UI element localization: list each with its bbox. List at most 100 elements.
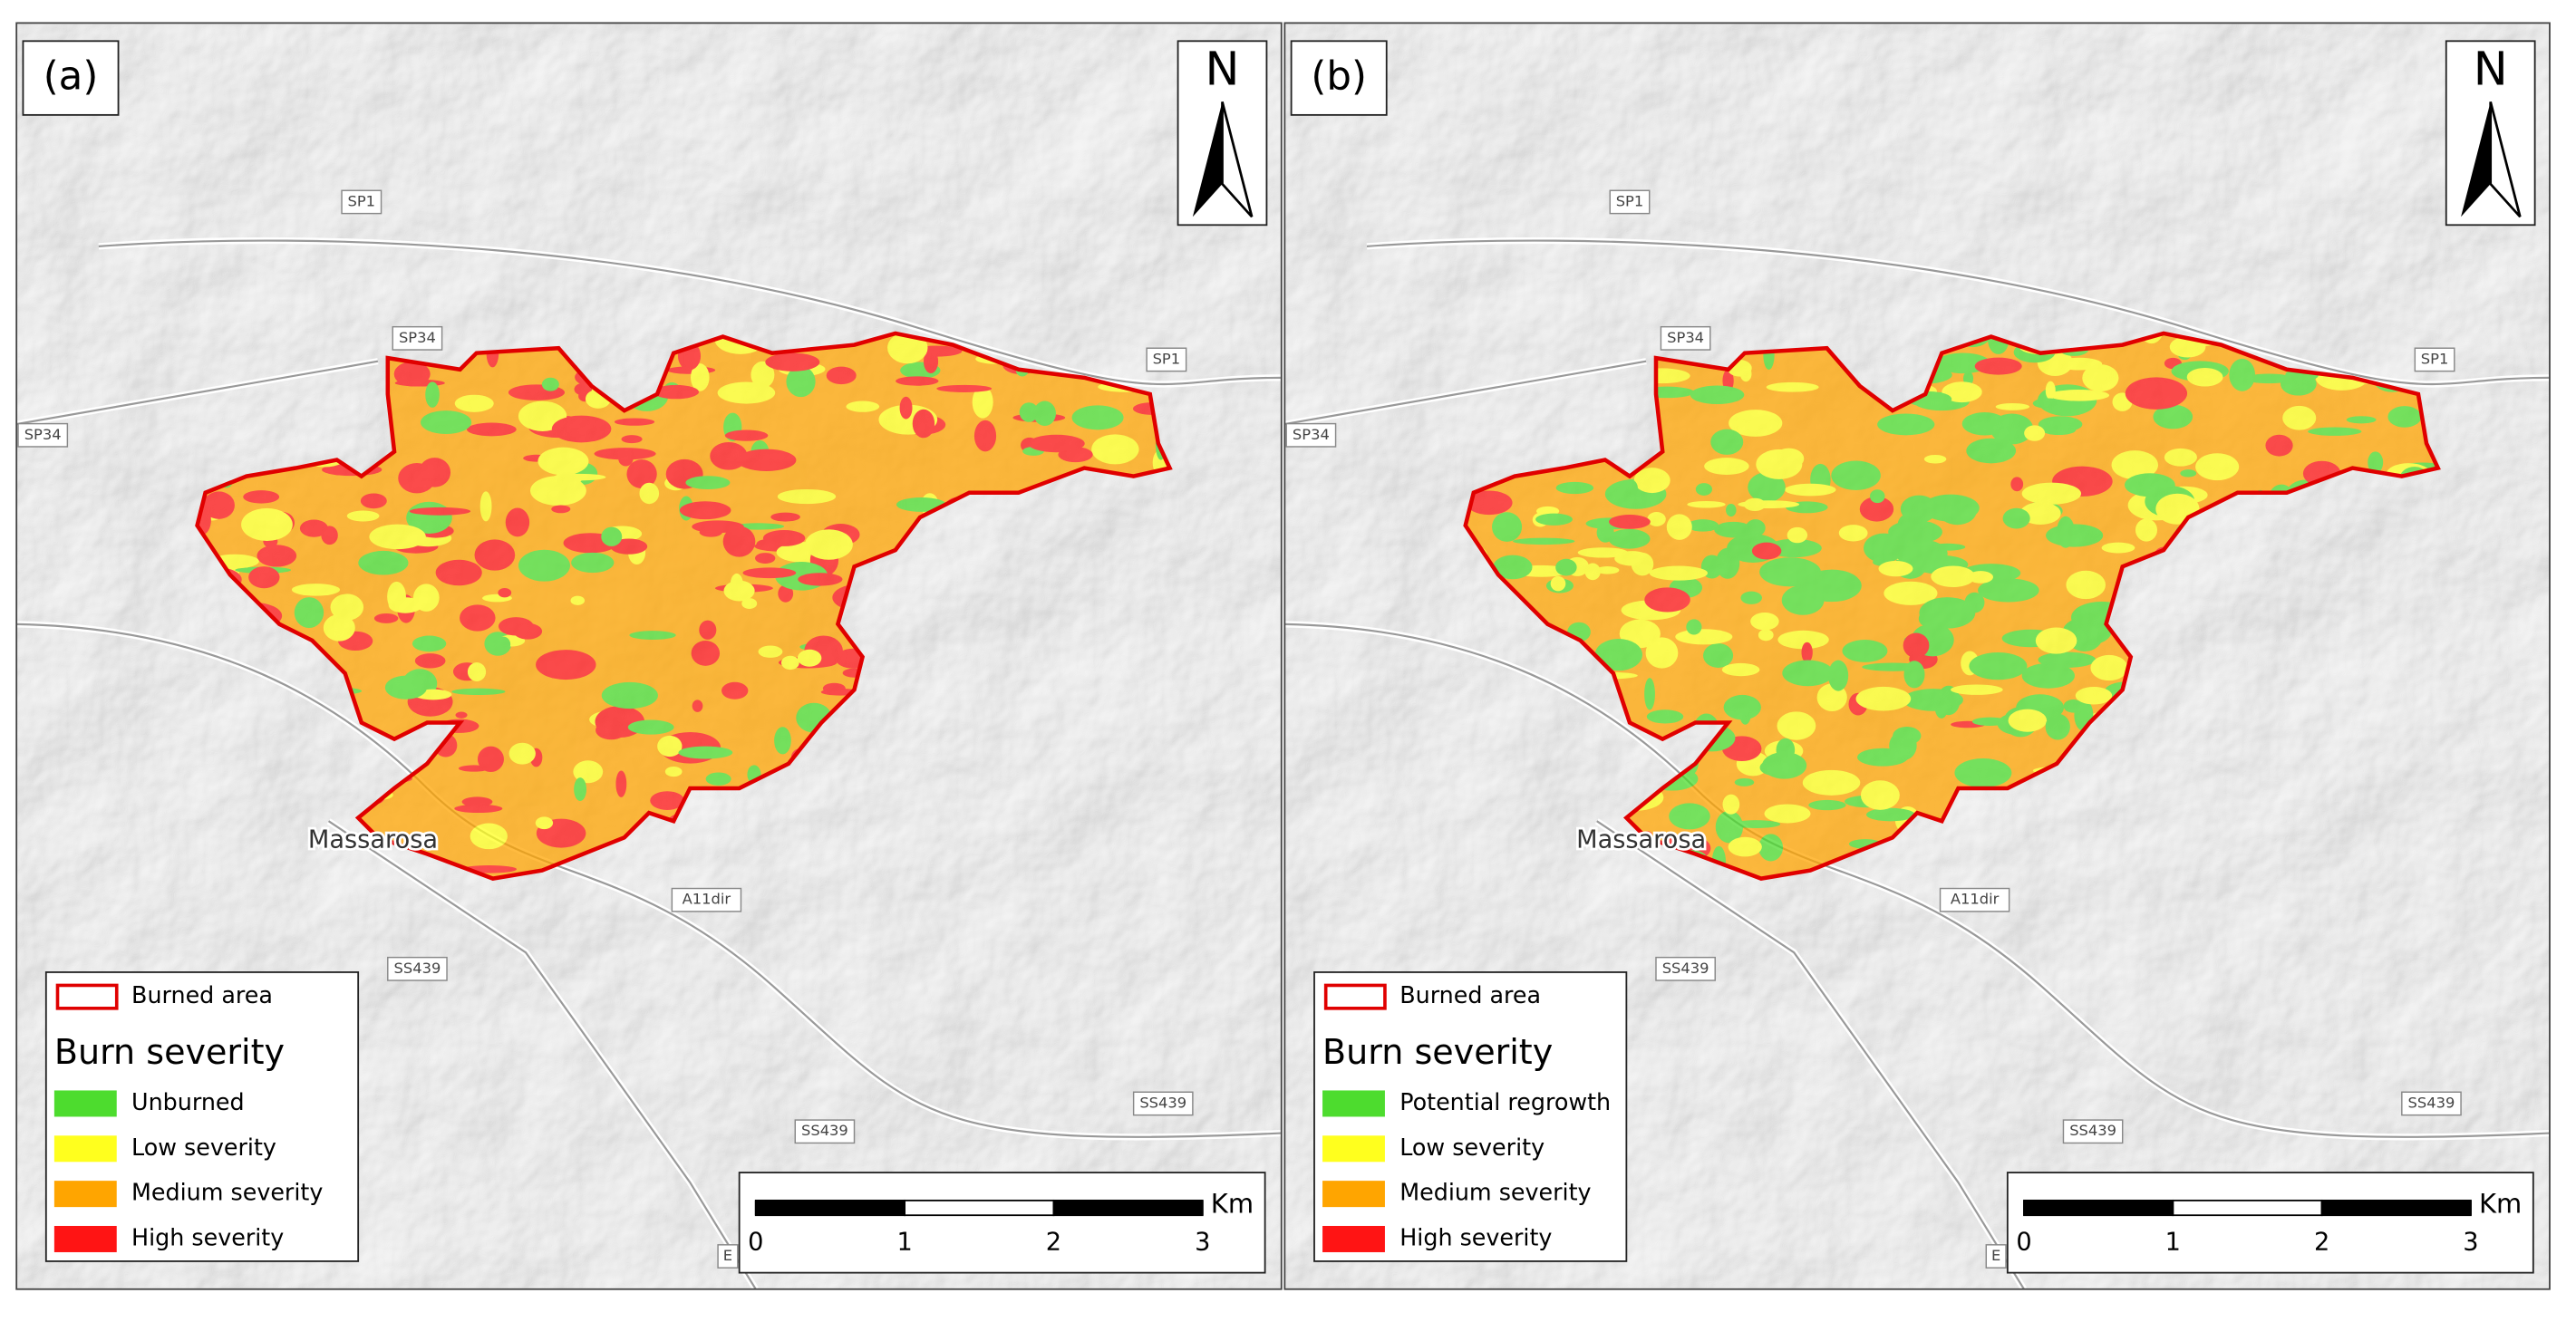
scale-box: [738, 1172, 1266, 1274]
burn-patch: [1731, 820, 1781, 829]
burn-patch: [414, 653, 446, 669]
burn-patch: [1687, 519, 1719, 532]
burn-patch: [678, 746, 733, 759]
burn-patch: [1687, 500, 1726, 508]
burn-patch: [467, 422, 517, 437]
burn-patch: [1493, 555, 1533, 580]
burn-patch: [1721, 662, 1760, 677]
burn-patch: [639, 482, 660, 505]
road-edge: [16, 622, 1282, 1138]
burn-patch: [551, 415, 612, 443]
legend-label: Potential regrowth: [1399, 1088, 1611, 1115]
burn-patch: [474, 539, 516, 571]
burn-patch: [1777, 630, 1829, 650]
burn-patch: [758, 645, 783, 658]
road-edge: [98, 239, 1282, 386]
burn-patch: [664, 767, 683, 777]
legend-label: Medium severity: [131, 1179, 323, 1206]
legend-label: High severity: [131, 1223, 284, 1250]
road-shield: [794, 1119, 856, 1144]
road-shield: [2062, 1119, 2124, 1144]
burn-patch: [479, 491, 492, 522]
burn-patch: [1951, 684, 2003, 695]
map-panel: SP1 SP34 SP34 SP1 A11dir SS439 SS439 SS439 E Mass…: [15, 22, 1283, 1290]
burn-patch: [1884, 581, 1938, 605]
burn-patch: [1808, 799, 1846, 811]
burn-patch: [1492, 512, 1523, 542]
legend-box: [1313, 971, 1628, 1262]
burn-patch: [2002, 507, 2030, 529]
burn-patch: [1091, 434, 1139, 465]
road-label: SS439: [1662, 960, 1709, 977]
north-arrow-right: [2489, 101, 2522, 218]
scale-unit: Km: [2479, 1188, 2522, 1219]
burn-patch: [1971, 717, 2008, 727]
legend-outline-swatch: [55, 983, 119, 1010]
map-body: SP1 SP34 SP34 SP1 A11dir SS439 SS439 SS439 E Mass…: [1284, 23, 2550, 1289]
burn-patch: [2038, 416, 2083, 433]
scale-segment: [754, 1199, 906, 1217]
burn-patch: [765, 352, 820, 372]
burn-patch: [2035, 627, 2077, 654]
road-edge: [1284, 622, 2550, 1138]
burn-patch: [574, 382, 593, 396]
burn-patch: [2101, 542, 2135, 554]
burn-patch: [518, 549, 570, 582]
scale-tick-label: 0: [748, 1229, 763, 1257]
burn-patch: [1938, 497, 1977, 526]
panel-label-box: [22, 40, 120, 116]
burn-patch: [912, 409, 935, 439]
burn-patch: [1964, 592, 1985, 613]
burned-outline: [195, 331, 1173, 881]
scale-tick-label: 1: [2165, 1229, 2181, 1257]
road-shield: [341, 189, 383, 215]
burn-patch: [2368, 451, 2384, 474]
burn-patch: [1859, 497, 1894, 522]
north-arrow-right: [1221, 101, 1254, 218]
burn-patch: [1595, 565, 1620, 574]
burn-patch: [601, 526, 623, 546]
burn-patch: [2075, 687, 2113, 705]
burn-patch: [2046, 524, 2104, 547]
burn-patch: [762, 529, 806, 546]
road-label: A11dir: [683, 891, 731, 908]
burn-patch: [1931, 565, 1976, 588]
legend-swatch: [1322, 1135, 1385, 1163]
burn-patch: [1838, 525, 1868, 542]
burn-patch: [454, 394, 494, 412]
legend-outline-label: Burned area: [1399, 981, 1541, 1008]
scale-box: [2006, 1172, 2534, 1274]
burn-patch: [513, 622, 543, 640]
burn-patch: [421, 410, 472, 435]
scale-segment: [1052, 1199, 1204, 1217]
burn-patch: [614, 418, 655, 426]
burn-patch: [1644, 678, 1655, 710]
burn-patch: [1028, 434, 1085, 453]
burn-patch: [798, 573, 843, 586]
burn-patch: [1877, 413, 1935, 436]
burn-patch: [388, 597, 422, 613]
burn-patch: [1675, 629, 1733, 645]
burn-patch: [626, 459, 657, 489]
legend-swatch: [1322, 1225, 1385, 1252]
burn-patch: [742, 567, 797, 579]
road-shield: [17, 422, 69, 448]
burn-patch: [2265, 434, 2293, 457]
scale-segment: [2023, 1199, 2174, 1217]
map-panel: SP1 SP34 SP34 SP1 A11dir SS439 SS439 SS439 E Mass…: [1283, 22, 2551, 1290]
burn-patch: [1550, 575, 1566, 592]
road-label: A11dir: [1951, 891, 2000, 908]
burn-patch: [535, 816, 554, 830]
burn-patch: [398, 463, 436, 494]
burn-patch: [1784, 483, 1836, 497]
burn-patch: [1903, 689, 1963, 711]
burn-patch: [2244, 373, 2294, 384]
road-label: SP1: [348, 192, 376, 209]
road-label: SP34: [24, 426, 62, 443]
legend-swatch: [53, 1090, 117, 1117]
burn-patch: [2021, 662, 2075, 689]
burn-patch: [1942, 381, 1982, 403]
legend-label: High severity: [1399, 1223, 1552, 1250]
legend-swatch: [1322, 1181, 1385, 1208]
road-label: SS439: [394, 960, 441, 977]
